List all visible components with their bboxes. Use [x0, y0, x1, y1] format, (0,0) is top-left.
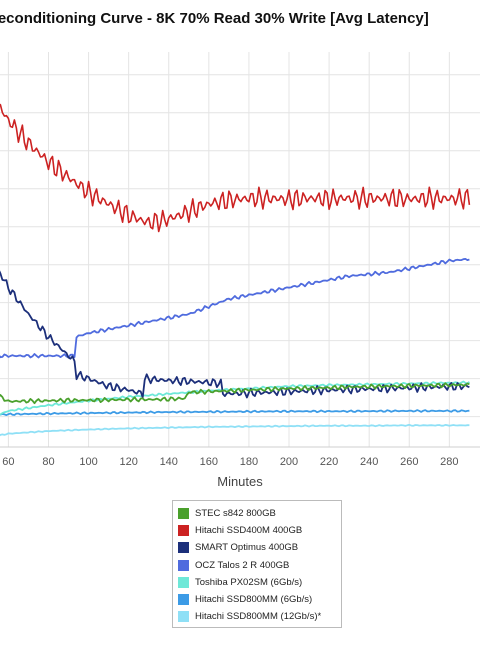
series-line-0	[0, 382, 470, 405]
legend-label: SMART Optimus 400GB	[195, 542, 299, 554]
series-line-5	[0, 409, 470, 416]
series-line-2	[0, 270, 470, 399]
legend-swatch	[178, 559, 189, 571]
x-tick-label: 120	[119, 456, 137, 468]
legend-label: Hitachi SSD400M 400GB	[195, 525, 303, 537]
legend-swatch	[178, 611, 189, 623]
legend-label: Hitachi SSD800MM (12Gb/s)*	[195, 611, 322, 623]
legend-label: STEC s842 800GB	[195, 508, 276, 520]
legend-swatch	[178, 508, 189, 520]
legend-swatch	[178, 525, 189, 537]
x-tick-label: 260	[400, 456, 418, 468]
legend-label: Hitachi SSD800MM (6Gb/s)	[195, 594, 313, 606]
x-tick-label: 100	[79, 456, 97, 468]
legend-item: Hitachi SSD400M 400GB	[178, 522, 336, 539]
legend-swatch	[178, 576, 189, 588]
x-tick-label: 220	[320, 456, 338, 468]
x-tick-label: 80	[42, 456, 54, 468]
legend-label: OCZ Talos 2 R 400GB	[195, 559, 290, 571]
legend-item: OCZ Talos 2 R 400GB	[178, 557, 336, 574]
x-tick-label: 280	[440, 456, 458, 468]
x-tick-label: 60	[2, 456, 14, 468]
series-lines	[0, 103, 471, 437]
series-line-3	[0, 258, 470, 359]
legend-item: Toshiba PX02SM (6Gb/s)	[178, 574, 336, 591]
legend-swatch	[178, 594, 189, 606]
x-tick-label: 140	[160, 456, 178, 468]
plot-area: 60 80 100 120 140 160 180 200 220 240 260 280	[0, 52, 480, 468]
legend-item: STEC s842 800GB	[178, 505, 336, 522]
series-line-1	[0, 103, 471, 233]
legend-item: SMART Optimus 400GB	[178, 539, 336, 556]
x-tick-label: 240	[360, 456, 378, 468]
series-line-6	[0, 423, 470, 437]
x-axis-label: Minutes	[217, 474, 263, 489]
legend-label: Toshiba PX02SM (6Gb/s)	[195, 576, 303, 588]
x-tick-label: 160	[200, 456, 218, 468]
legend-swatch	[178, 542, 189, 554]
legend-item: Hitachi SSD800MM (6Gb/s)	[178, 591, 336, 608]
x-tick-labels: 60 80 100 120 140 160 180 200 220 240 260 280	[2, 456, 458, 468]
legend-item: Hitachi SSD800MM (12Gb/s)*	[178, 608, 336, 625]
x-tick-label: 200	[280, 456, 298, 468]
chart-title: Preconditioning Curve - 8K 70% Read 30% …	[0, 10, 429, 27]
legend: STEC s842 800GB Hitachi SSD400M 400GB SMAR…	[172, 500, 342, 628]
x-tick-label: 180	[240, 456, 258, 468]
grid-lines	[0, 52, 480, 448]
